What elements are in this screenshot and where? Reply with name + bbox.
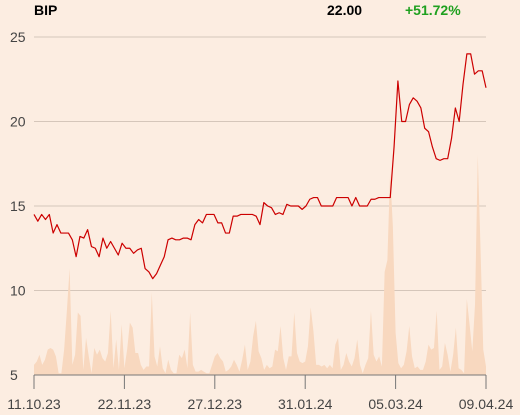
x-axis [33,374,487,389]
x-axis-labels: 11.10.23 22.11.23 27.12.23 31.01.24 05.03.24… [7,396,513,412]
y-axis-labels: 5 10 15 20 25 [10,29,26,383]
x-tick-label-3: 31.01.24 [278,396,333,412]
y-tick-label-20: 20 [10,114,26,130]
volume-area [34,155,486,375]
y-tick-label-25: 25 [10,29,26,45]
price-line [33,53,487,280]
x-tick-label-0: 11.10.23 [7,396,61,412]
volume-area-group [34,155,486,375]
quote-header: BIP 22.00 +51.72% [0,2,520,20]
last-price: 22.00 [327,2,363,18]
ticker-symbol: BIP [34,2,58,18]
price-line-group [33,53,487,280]
y-tick-label-10: 10 [10,283,26,299]
y-tick-label-15: 15 [10,198,26,214]
x-tick-label-1: 22.11.23 [98,396,152,412]
x-tick-label-2: 27.12.23 [188,396,243,412]
x-tick-label-4: 05.03.24 [368,396,423,412]
x-tick-label-5: 09.04.24 [459,396,514,412]
y-tick-label-5: 5 [10,367,18,383]
price-change: +51.72% [405,2,461,18]
grid-lines [34,36,486,291]
